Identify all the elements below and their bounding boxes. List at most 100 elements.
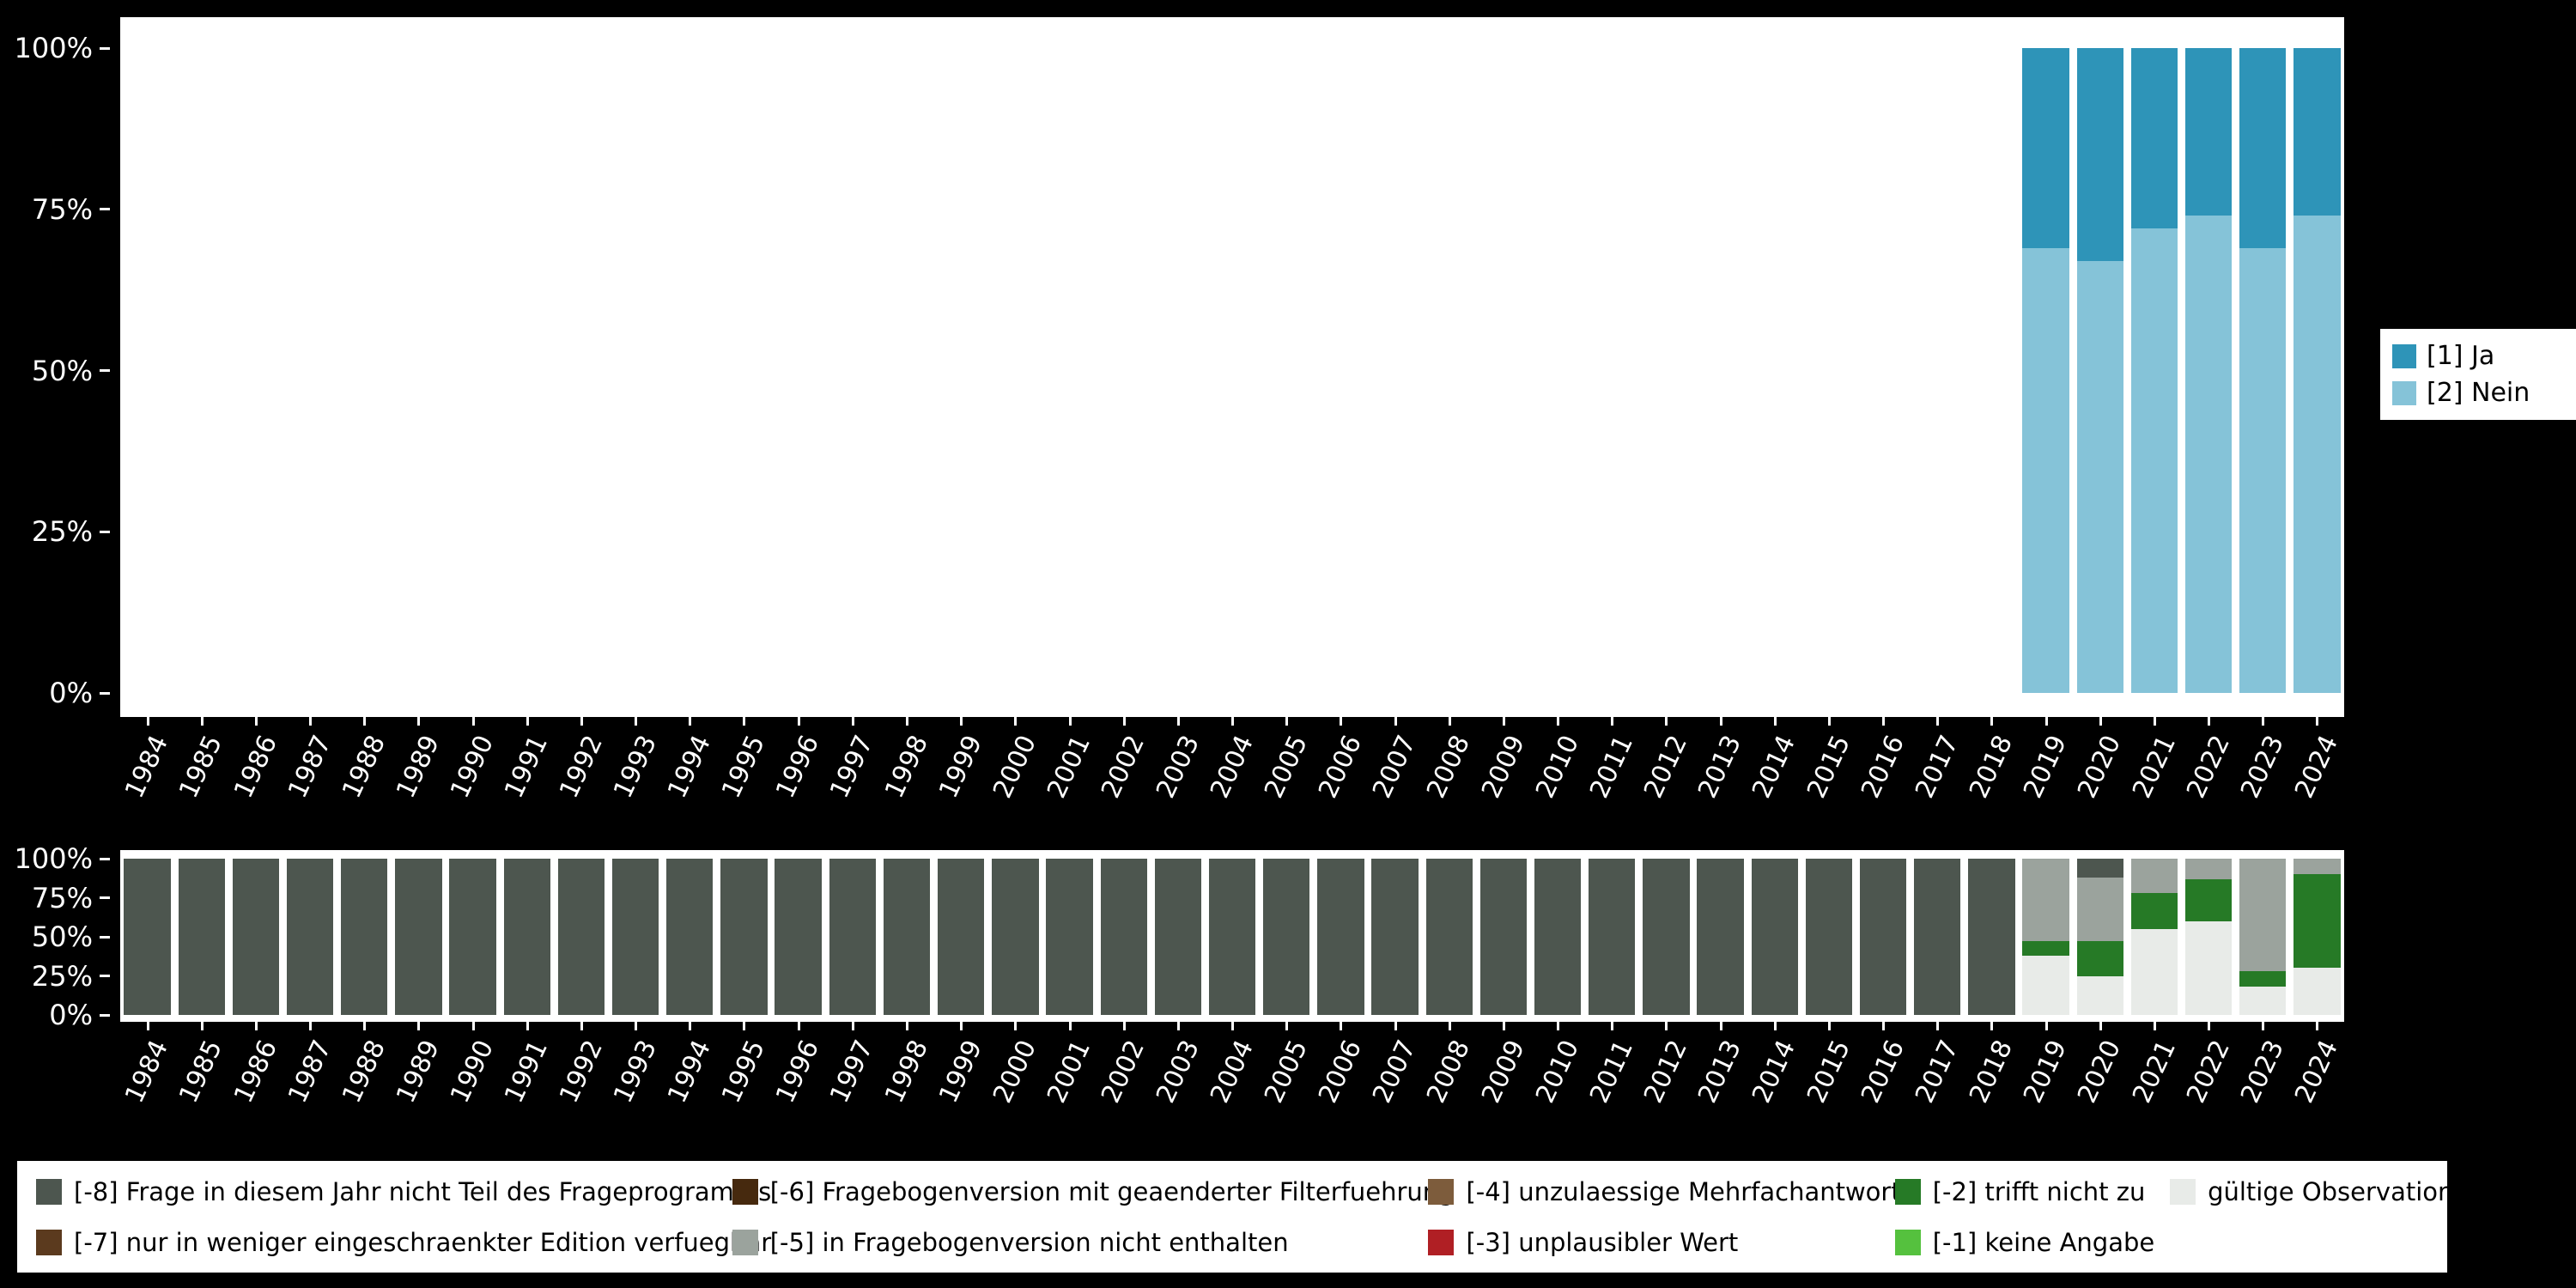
x-tick: 2024 [2289,1022,2345,1142]
legend-label: [-6] Fragebogenversion mit geaenderter F… [769,1176,1455,1206]
bar-segment [2239,247,2287,693]
x-tick: 2018 [1964,1022,2019,1142]
bar-slot [771,48,825,693]
bar-slot [500,48,554,693]
legend-swatch [1894,1229,1921,1255]
stacked-bar [395,859,442,1015]
x-tick-label: 2011 [1583,1036,1639,1108]
stacked-bar [2022,48,2069,693]
bar-segment [883,859,931,1015]
x-tick: 2011 [1583,1022,1639,1142]
legend-swatch [2392,380,2416,405]
x-tick: 1991 [500,717,555,846]
bar-slot [2290,859,2344,1015]
stacked-bar [341,48,387,693]
legend-swatch [2170,1178,2196,1205]
y-tick-mark [100,896,110,899]
stacked-bar [2130,859,2178,1015]
x-tick: 2020 [2072,717,2128,846]
bar-segment [938,859,985,1015]
bar-segment [1859,859,1907,1015]
x-tick-label: 1995 [716,1036,772,1108]
legend-answers: [1] Ja [2] Nein [2380,329,2576,420]
bar-segment [2130,48,2178,229]
stacked-bar [1371,859,1419,1015]
bar-slot [1747,859,1801,1015]
bar-segment [2130,859,2178,894]
bar-segment [1317,859,1364,1015]
bar-slot [1368,48,1422,693]
x-tick: 2013 [1692,717,1747,846]
x-tick: 2000 [987,1022,1042,1142]
x-tick-label: 2024 [2289,1036,2345,1108]
x-tick-label: 1987 [282,1036,337,1108]
bar-slot [1422,859,1476,1015]
stacked-bar [1046,48,1092,693]
x-tick: 2007 [1367,1022,1422,1142]
bar-segment [2184,216,2233,693]
legend-item: [-1] keine Angabe [1894,1228,2170,1257]
x-tick-label: 2016 [1855,731,1911,803]
x-tick: 2015 [1801,1022,1856,1142]
x-tick-label: 2001 [1042,731,1097,803]
x-tick: 2014 [1747,1022,1801,1142]
bar-slot [1965,859,2019,1015]
y-tick-mark [100,208,110,211]
stacked-bar [883,859,931,1015]
legend-missings: [-8] Frage in diesem Jahr nicht Teil des… [17,1161,2485,1273]
stacked-bar [233,48,279,693]
stacked-bar [124,48,170,693]
legend-label: [-4] unzulaessige Mehrfachantwort [1466,1176,1901,1206]
x-tick-label: 2002 [1096,731,1151,803]
bar-segment [395,859,442,1015]
x-tick-label: 1999 [933,1036,988,1108]
bar-slot [1965,48,2019,693]
bar-slot [120,48,174,693]
x-tick: 2009 [1476,1022,1531,1142]
x-tick: 1984 [119,1022,174,1142]
legend-swatch [732,1229,758,1255]
x-tick: 1989 [391,1022,446,1142]
x-tick-label: 1997 [824,1036,880,1108]
legend-item: [-2] trifft nicht zu [1894,1177,2170,1206]
x-tick: 2002 [1096,1022,1151,1142]
bar-segment [2239,48,2287,248]
bar-slot [554,859,608,1015]
x-tick-label: 1994 [662,1036,718,1108]
x-tick-label: 2019 [2018,1036,2074,1108]
bar-slot [988,859,1042,1015]
legend-item: [-4] unzulaessige Mehrfachantwort [1428,1177,1901,1206]
bar-slot [1856,859,1911,1015]
legend-item: [-7] nur in weniger eingeschraenkter Edi… [36,1228,771,1257]
x-tick-label: 2012 [1638,1036,1694,1108]
x-tick-label: 1997 [824,731,880,803]
bar-slot [825,859,879,1015]
x-tick: 2003 [1151,1022,1206,1142]
y-axis-answers: 0% 25% 50% 75% 100% [0,33,113,708]
x-tick-label: 2015 [1801,731,1856,803]
x-tick-label: 2013 [1692,1036,1748,1108]
x-tick: 2017 [1910,1022,1965,1142]
x-tick: 1998 [879,1022,934,1142]
legend-swatch [1428,1229,1455,1255]
bar-slot [1476,859,1530,1015]
stacked-bar [2076,48,2123,693]
x-tick-label: 2020 [2072,731,2128,803]
y-tick-label: 0% [49,999,93,1031]
x-tick-label: 2008 [1421,1036,1477,1108]
stacked-bar [1155,48,1201,693]
x-tick: 1993 [608,1022,663,1142]
bar-segment [2022,859,2069,942]
bar-slot [1205,859,1259,1015]
x-tick-label: 1992 [553,731,609,803]
bar-slot [446,48,500,693]
stacked-bar [1101,48,1147,693]
x-tick: 2002 [1096,717,1151,846]
x-tick: 2024 [2289,717,2344,846]
bar-slot [2127,859,2181,1015]
bar-slot [1097,859,1151,1015]
x-tick: 1997 [824,717,880,846]
stacked-bar [720,48,767,693]
bar-slot [1314,859,1368,1015]
bar-segment [1589,859,1636,1015]
